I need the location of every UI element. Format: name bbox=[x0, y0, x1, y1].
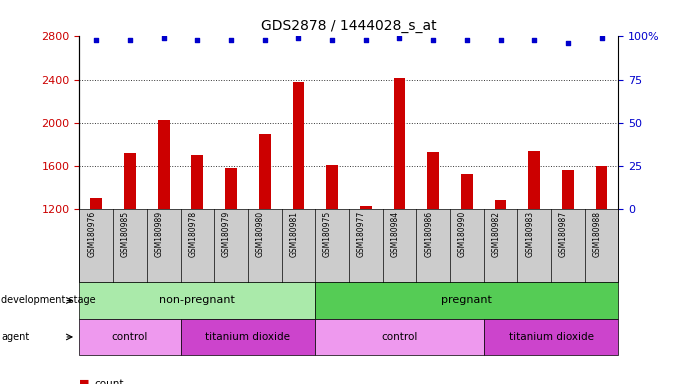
Point bbox=[225, 37, 236, 43]
Text: titanium dioxide: titanium dioxide bbox=[205, 332, 290, 342]
Point bbox=[529, 37, 540, 43]
Point bbox=[562, 40, 574, 46]
Point bbox=[158, 35, 169, 41]
Text: count: count bbox=[95, 379, 124, 384]
Bar bbox=[326, 165, 338, 209]
Text: pregnant: pregnant bbox=[442, 295, 492, 306]
Bar bbox=[124, 153, 136, 209]
Text: control: control bbox=[112, 332, 148, 342]
Bar bbox=[461, 174, 473, 209]
Bar bbox=[225, 168, 237, 209]
Text: GSM180983: GSM180983 bbox=[525, 211, 534, 257]
Point bbox=[495, 37, 506, 43]
Text: GSM180976: GSM180976 bbox=[87, 211, 96, 257]
Text: titanium dioxide: titanium dioxide bbox=[509, 332, 594, 342]
Text: GSM180985: GSM180985 bbox=[121, 211, 130, 257]
Text: non-pregnant: non-pregnant bbox=[160, 295, 236, 306]
Point bbox=[124, 37, 135, 43]
Bar bbox=[529, 151, 540, 209]
Bar bbox=[292, 82, 304, 209]
Bar bbox=[360, 206, 372, 209]
Bar bbox=[91, 199, 102, 209]
Bar bbox=[495, 200, 507, 209]
Text: GSM180981: GSM180981 bbox=[290, 211, 299, 257]
Text: control: control bbox=[381, 332, 417, 342]
Point bbox=[259, 37, 270, 43]
Bar bbox=[427, 152, 439, 209]
Text: GSM180987: GSM180987 bbox=[559, 211, 568, 257]
Point bbox=[91, 37, 102, 43]
Text: agent: agent bbox=[1, 332, 30, 342]
Point bbox=[192, 37, 203, 43]
Bar bbox=[158, 120, 169, 209]
Text: GSM180980: GSM180980 bbox=[256, 211, 265, 257]
Point bbox=[596, 35, 607, 41]
Text: development stage: development stage bbox=[1, 295, 96, 306]
Bar bbox=[394, 78, 406, 209]
Point bbox=[327, 37, 338, 43]
Text: ■: ■ bbox=[79, 379, 90, 384]
Text: GSM180986: GSM180986 bbox=[424, 211, 433, 257]
Text: GSM180977: GSM180977 bbox=[357, 211, 366, 257]
Text: GSM180990: GSM180990 bbox=[458, 211, 467, 257]
Point bbox=[428, 37, 439, 43]
Text: GSM180989: GSM180989 bbox=[155, 211, 164, 257]
Text: GSM180978: GSM180978 bbox=[189, 211, 198, 257]
Bar bbox=[191, 155, 203, 209]
Text: GSM180975: GSM180975 bbox=[323, 211, 332, 257]
Point bbox=[360, 37, 371, 43]
Title: GDS2878 / 1444028_s_at: GDS2878 / 1444028_s_at bbox=[261, 19, 437, 33]
Point bbox=[394, 35, 405, 41]
Bar bbox=[596, 166, 607, 209]
Bar bbox=[259, 134, 271, 209]
Point bbox=[293, 35, 304, 41]
Text: GSM180984: GSM180984 bbox=[390, 211, 399, 257]
Text: GSM180988: GSM180988 bbox=[593, 211, 602, 257]
Text: GSM180979: GSM180979 bbox=[222, 211, 231, 257]
Bar bbox=[562, 170, 574, 209]
Text: GSM180982: GSM180982 bbox=[491, 211, 500, 257]
Point bbox=[462, 37, 473, 43]
